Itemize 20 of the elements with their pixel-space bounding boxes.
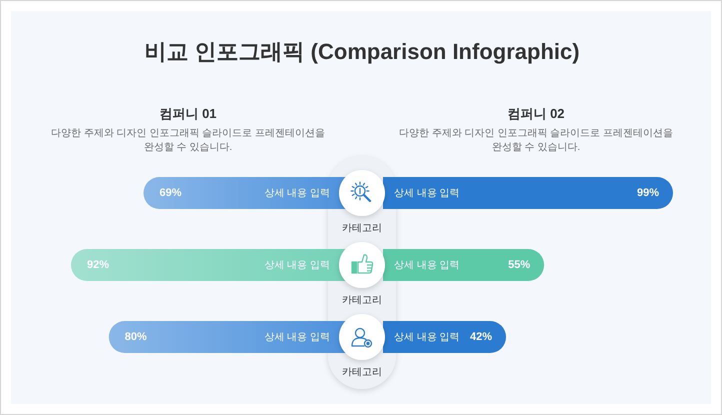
data-label: 92%	[86, 259, 110, 271]
data-label: 80%	[124, 331, 148, 343]
annotation: 상세 내용 입력	[394, 332, 460, 342]
annotation: 상세 내용 입력	[394, 188, 460, 198]
text: 다양한 주제와 디자인 인포그래픽 슬라이드로 프레젠테이션을 완성할 수 있습니다.	[51, 128, 325, 153]
text: 컴퍼니 01	[159, 106, 217, 121]
data-label: 42%	[470, 331, 492, 343]
chart-title: 비교 인포그래픽 (Comparison Infographic)	[144, 39, 580, 64]
data-label: 99%	[636, 187, 660, 199]
y-tick-label: 카테고리	[342, 366, 382, 378]
annotation: 상세 내용 입력	[264, 260, 330, 270]
y-tick-label: 카테고리	[342, 222, 382, 234]
annotation: 상세 내용 입력	[264, 332, 330, 342]
annotation: 상세 내용 입력	[264, 188, 330, 198]
y-tick-label: 카테고리	[342, 294, 382, 306]
data-label: 69%	[159, 187, 182, 199]
data-label: 55%	[508, 259, 530, 271]
text: 다양한 주제와 디자인 인포그래픽 슬라이드로 프레젠테이션을 완성할 수 있습니다.	[399, 128, 673, 153]
text: 컴퍼니 02	[507, 106, 565, 121]
annotation: 상세 내용 입력	[394, 260, 460, 270]
